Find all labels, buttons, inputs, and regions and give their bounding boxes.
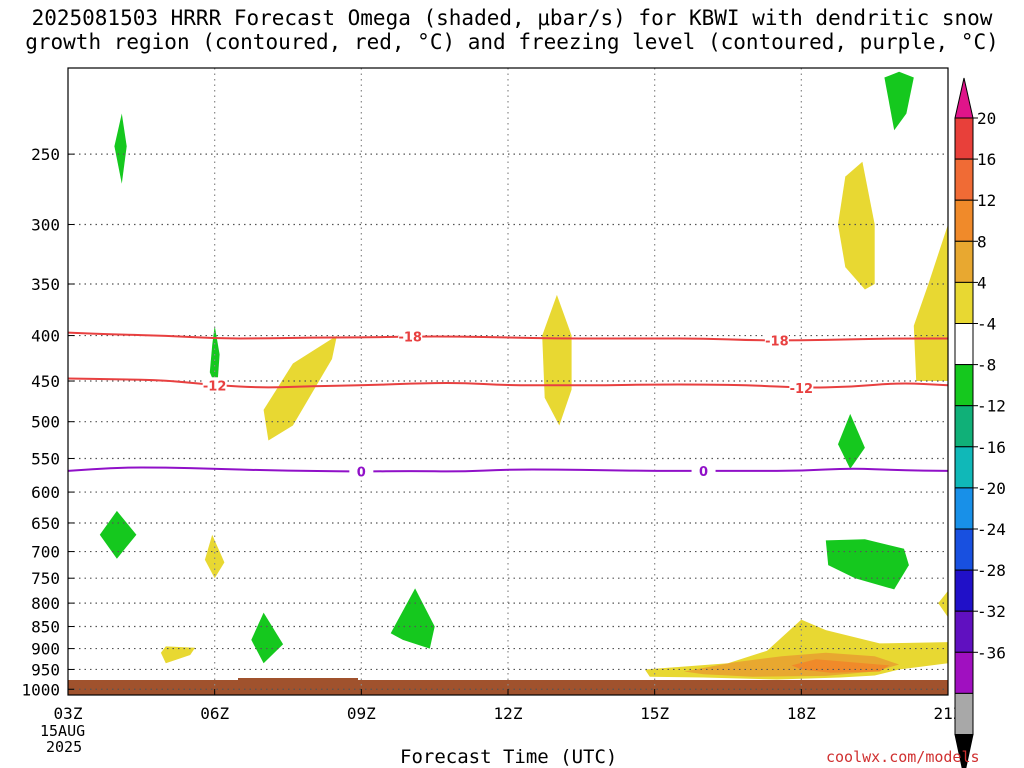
omega-region [204, 534, 225, 579]
colorbar-segment [954, 405, 974, 448]
ground-surface [68, 680, 948, 695]
omega-region [99, 510, 137, 559]
y-tick-label: 600 [31, 483, 60, 502]
omega-region [160, 646, 196, 664]
colorbar-segment [954, 487, 974, 530]
colorbar-label: 16 [977, 150, 996, 169]
y-tick-label: 800 [31, 594, 60, 613]
colorbar-segment [954, 281, 974, 324]
omega-region [114, 113, 127, 184]
y-tick-label: 500 [31, 413, 60, 432]
omega-region [209, 325, 220, 390]
colorbar-label: -28 [977, 561, 1006, 580]
colorbar-segment [954, 364, 974, 407]
colorbar-label: -12 [977, 397, 1006, 416]
colorbar-label: -36 [977, 643, 1006, 662]
y-tick-label: 550 [31, 449, 60, 468]
x-tick-label: 06Z [200, 704, 229, 723]
contour-label-bg [202, 377, 227, 393]
y-tick-label: 450 [31, 372, 60, 391]
x-tick-label: 15Z [640, 704, 669, 723]
colorbar-label: -4 [977, 315, 996, 334]
colorbar-label: 4 [977, 273, 987, 292]
omega-region [251, 612, 284, 664]
colorbar-label: 20 [977, 109, 996, 128]
x-tick-label: 18Z [787, 704, 816, 723]
chart-title-line-2: growth region (contoured, red, °C) and f… [25, 30, 999, 54]
contour-label-bg [349, 463, 374, 479]
y-tick-label: 950 [31, 660, 60, 679]
chart-title-line-1: 2025081503 HRRR Forecast Omega (shaded, … [31, 6, 993, 30]
contour-label-bg [398, 328, 423, 344]
contour-line [67, 466, 949, 473]
contour-label: -12 [790, 382, 814, 397]
omega-region [884, 71, 914, 131]
y-tick-label: 900 [31, 640, 60, 659]
y-tick-label: 700 [31, 543, 60, 562]
colorbar-segment [954, 323, 974, 366]
y-tick-label: 300 [31, 216, 60, 235]
x-axis-label: Forecast Time (UTC) [400, 746, 618, 768]
colorbar-label: -16 [977, 438, 1006, 457]
colorbar-segment [954, 569, 974, 612]
colorbar-top-arrow [954, 77, 974, 119]
omega-region [542, 294, 572, 426]
omega-region [838, 161, 875, 290]
omega-region [913, 224, 948, 381]
contour-line [67, 377, 949, 389]
omega-region [390, 588, 435, 649]
colorbar-segment [954, 117, 974, 160]
colorbar-segment [954, 446, 974, 489]
colorbar-label: -24 [977, 520, 1006, 539]
contour-label: -18 [398, 331, 422, 346]
colorbar-label: -32 [977, 602, 1006, 621]
colorbar-segment [954, 651, 974, 694]
omega-region [825, 539, 909, 590]
colorbar-label: -20 [977, 479, 1006, 498]
colorbar-segment [954, 158, 974, 201]
contour-label-bg [764, 332, 789, 348]
contour-label-bg [691, 462, 716, 478]
colorbar-segment [954, 692, 974, 736]
x-tick-label: 12Z [494, 704, 523, 723]
contour-label-bg [789, 379, 814, 395]
start-date-day: 15AUG [40, 722, 86, 740]
contour-label: 0 [357, 466, 366, 481]
ground-surface-bump [238, 678, 358, 682]
credit-text: coolwx.com/models [826, 748, 980, 766]
y-tick-label: 750 [31, 569, 60, 588]
y-tick-label: 400 [31, 327, 60, 346]
omega-region [838, 413, 865, 469]
colorbar-label: 12 [977, 191, 996, 210]
y-tick-label: 1000 [21, 680, 60, 699]
y-tick-label: 350 [31, 275, 60, 294]
colorbar-label: -8 [977, 356, 996, 375]
contour-label: -12 [203, 379, 227, 394]
x-tick-label: 09Z [347, 704, 376, 723]
colorbar-segment [954, 610, 974, 653]
colorbar-bottom-arrow [954, 734, 974, 768]
colorbar-segment [954, 528, 974, 571]
x-tick-label: 03Z [54, 704, 83, 723]
omega-region [938, 590, 948, 618]
colorbar-segment [954, 199, 974, 242]
omega-region [263, 335, 337, 441]
contour-label: 0 [699, 465, 708, 480]
y-tick-label: 250 [31, 145, 60, 164]
contour-label: -18 [765, 334, 789, 349]
chart-title: 2025081503 HRRR Forecast Omega (shaded, … [0, 6, 1024, 54]
colorbar-label: 8 [977, 232, 987, 251]
contour-line [67, 331, 948, 342]
start-date-year: 2025 [46, 738, 83, 756]
colorbar-segment [954, 240, 974, 283]
y-tick-label: 650 [31, 514, 60, 533]
y-tick-label: 850 [31, 618, 60, 637]
